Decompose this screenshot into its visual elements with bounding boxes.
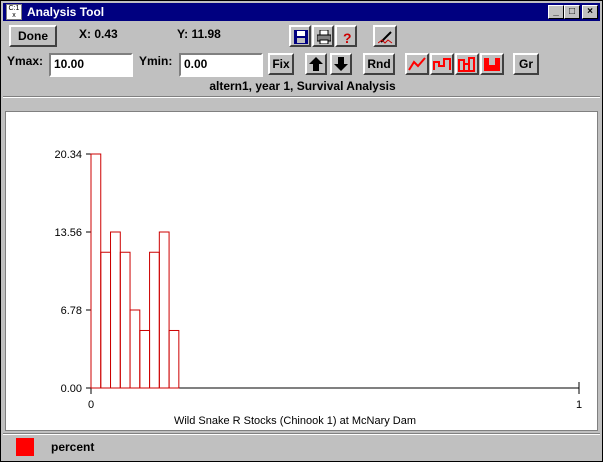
floppy-disk-icon — [294, 30, 308, 44]
histogram-bar — [129, 309, 141, 389]
arrow-up-icon — [309, 57, 323, 71]
printer-icon — [317, 30, 331, 44]
ymin-field[interactable]: 0.00 — [179, 53, 263, 77]
maximize-button[interactable]: □ — [564, 5, 580, 19]
line-chart-icon — [408, 57, 426, 71]
legend-swatch — [16, 438, 34, 456]
legend-label: percent — [51, 440, 95, 454]
edit-button[interactable] — [373, 25, 397, 47]
done-button[interactable]: Done — [9, 25, 57, 47]
histogram-bar — [168, 329, 180, 389]
window-title: Analysis Tool — [27, 5, 105, 19]
step-chart-icon — [433, 58, 451, 70]
fix-button[interactable]: Fix — [268, 53, 294, 75]
x-readout: X: 0.43 — [79, 27, 118, 41]
filled-bar-button[interactable] — [480, 53, 504, 75]
step-graph-button[interactable] — [430, 53, 454, 75]
grid-button[interactable]: Gr — [513, 53, 539, 75]
title-bar: C:1 x Analysis Tool _ □ × — [3, 3, 600, 21]
save-button[interactable] — [289, 25, 311, 47]
svg-text:?: ? — [343, 30, 352, 44]
arrow-down-icon — [334, 57, 348, 71]
x-axis-label: Wild Snake R Stocks (Chinook 1) at McNar… — [174, 415, 416, 427]
system-menu-icon[interactable]: C:1 x — [6, 4, 22, 20]
ymax-field[interactable]: 10.00 — [49, 53, 133, 77]
histogram-chart: 0.00 6.78 13.56 20.34 0 1 Wild Snake R Stocks … — [54, 149, 582, 427]
histogram-bar — [149, 251, 160, 389]
y-tick-label: 20.34 — [54, 149, 82, 161]
histogram-icon — [458, 57, 475, 72]
ymin-label: Ymin: — [139, 54, 173, 68]
x-tick-label: 1 — [576, 399, 582, 411]
histogram-bar — [158, 231, 170, 389]
histogram-bar — [90, 153, 102, 389]
minimize-button[interactable]: _ — [548, 5, 564, 19]
y-tick-label: 0.00 — [61, 383, 82, 395]
chart-subtitle: altern1, year 1, Survival Analysis — [209, 79, 396, 93]
plot-area: 0.00 6.78 13.56 20.34 0 1 Wild Snake R Stocks … — [5, 111, 598, 431]
scale-down-button[interactable] — [330, 53, 352, 75]
line-graph-button[interactable] — [405, 53, 429, 75]
y-readout: Y: 11.98 — [177, 27, 221, 41]
print-button[interactable] — [312, 25, 334, 47]
separator — [3, 96, 600, 98]
pencil-edit-icon — [378, 31, 393, 44]
scale-up-button[interactable] — [305, 53, 327, 75]
y-tick-label: 13.56 — [54, 227, 82, 239]
ymax-label: Ymax: — [7, 54, 44, 68]
histogram-bar — [119, 251, 131, 389]
question-mark-icon: ? — [343, 30, 352, 44]
help-button[interactable]: ? — [335, 25, 357, 47]
histogram-bar — [139, 329, 151, 389]
round-button[interactable]: Rnd — [363, 53, 395, 75]
y-tick-label: 6.78 — [61, 305, 82, 317]
separator — [3, 433, 600, 435]
x-tick-label: 0 — [88, 399, 94, 411]
filled-bar-icon — [484, 58, 500, 71]
close-button[interactable]: × — [582, 5, 598, 19]
histogram-bar — [100, 251, 112, 389]
histogram-button[interactable] — [455, 53, 479, 75]
histogram-bar — [110, 231, 121, 389]
